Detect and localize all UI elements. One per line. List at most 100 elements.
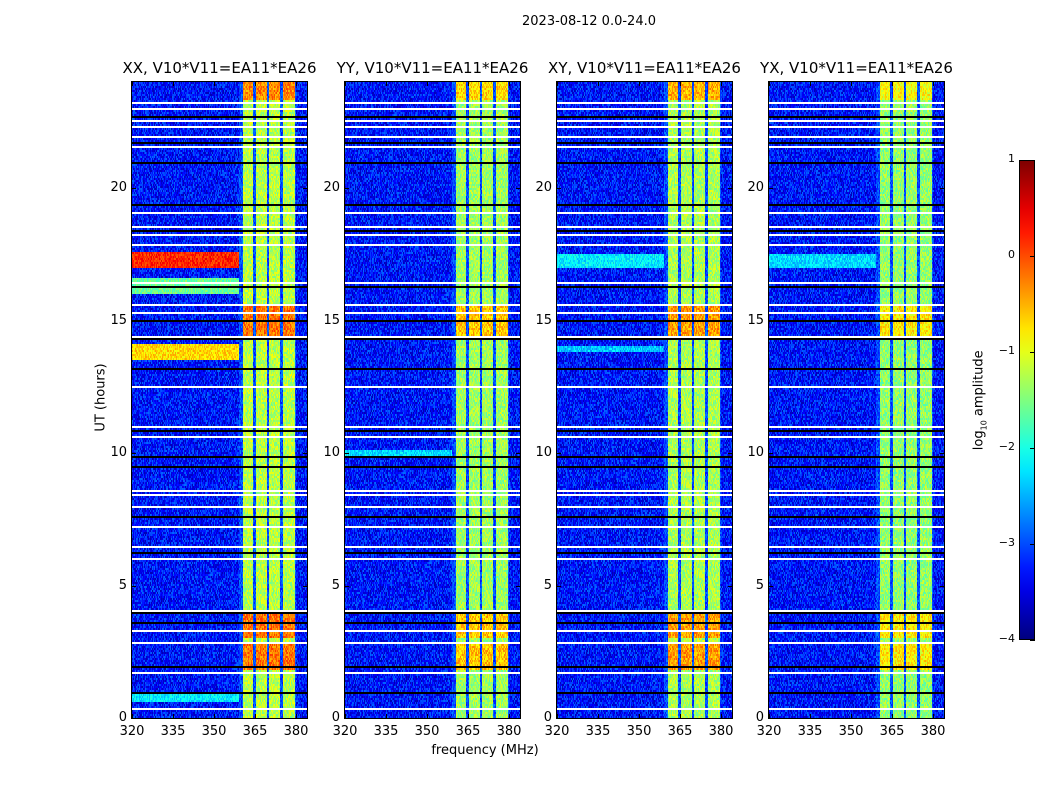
y-tick-mark [940, 718, 945, 719]
colorbar-tick-mark [1030, 448, 1035, 449]
colorbar-tick-mark [1030, 256, 1035, 257]
y-tick-label: 5 [331, 577, 340, 593]
heatmap-image [345, 82, 520, 718]
colorbar-tick-label: 1 [1008, 152, 1015, 165]
y-tick-mark [344, 320, 349, 322]
colorbar-tick-label: −1 [998, 344, 1015, 357]
y-tick-label: 20 [747, 180, 764, 195]
x-tick-mark [132, 81, 133, 86]
y-tick-label: 5 [755, 577, 764, 593]
x-tick-mark [721, 714, 723, 719]
y-tick-label: 0 [118, 710, 127, 725]
x-tick-mark [427, 714, 429, 719]
heatmap-image [769, 82, 944, 718]
y-tick-label: 15 [747, 312, 764, 328]
x-tick-mark [386, 81, 388, 86]
y-tick-mark [556, 453, 561, 454]
x-tick-label: 365 [879, 724, 905, 739]
x-tick-mark [598, 81, 600, 86]
x-tick-mark [933, 81, 935, 86]
colorbar-tick-mark [1030, 160, 1035, 161]
x-tick-mark [345, 81, 346, 86]
y-tick-mark [728, 718, 733, 719]
y-tick-label: 20 [323, 180, 340, 195]
y-tick-mark [516, 453, 521, 454]
x-tick-mark [851, 714, 853, 719]
y-tick-label: 10 [535, 445, 552, 460]
x-tick-mark [933, 714, 935, 719]
colorbar-tick-mark [1030, 352, 1035, 353]
colorbar-label-sub: 10 [979, 420, 989, 431]
y-tick-mark [516, 188, 521, 189]
x-tick-label: 350 [626, 724, 652, 739]
y-tick-label: 20 [535, 180, 552, 195]
y-tick-mark [728, 585, 733, 587]
y-tick-label: 0 [543, 710, 552, 725]
y-tick-mark [303, 188, 308, 189]
y-tick-label: 15 [535, 312, 552, 328]
x-tick-mark [680, 714, 682, 719]
y-tick-mark [344, 585, 349, 587]
y-tick-label: 5 [543, 577, 552, 593]
x-tick-mark [639, 81, 641, 86]
y-tick-mark [556, 585, 561, 587]
y-tick-mark [131, 718, 136, 719]
panel-title: XX, V10*V11=EA11*EA26 [122, 59, 317, 77]
x-tick-mark [173, 714, 175, 719]
y-tick-mark [556, 320, 561, 322]
x-tick-mark [557, 714, 558, 719]
x-tick-label: 365 [455, 724, 481, 739]
x-tick-label: 320 [756, 724, 782, 739]
x-tick-label: 365 [667, 724, 693, 739]
colorbar-tick-label: −2 [998, 440, 1015, 453]
y-tick-label: 15 [110, 312, 127, 328]
x-tick-mark [892, 81, 894, 86]
y-tick-label: 0 [331, 710, 340, 725]
y-tick-mark [303, 320, 308, 322]
y-tick-mark [556, 718, 561, 719]
x-tick-label: 335 [585, 724, 611, 739]
x-tick-label: 350 [201, 724, 227, 739]
y-tick-mark [768, 718, 773, 719]
x-tick-mark [721, 81, 723, 86]
y-tick-mark [344, 718, 349, 719]
x-tick-mark [296, 81, 298, 86]
colorbar-tick-label: 0 [1008, 248, 1015, 261]
y-tick-mark [516, 585, 521, 587]
y-tick-mark [303, 453, 308, 454]
y-tick-label: 20 [110, 180, 127, 195]
colorbar-label-rest: amplitude [971, 350, 987, 421]
colorbar-tick-mark [1030, 640, 1035, 641]
heatmap-image [132, 82, 307, 718]
x-tick-mark [851, 81, 853, 86]
y-tick-mark [516, 320, 521, 322]
panel-title: YY, V10*V11=EA11*EA26 [336, 59, 529, 77]
x-tick-mark [892, 714, 894, 719]
y-tick-label: 10 [747, 445, 764, 460]
x-tick-label: 335 [373, 724, 399, 739]
y-tick-mark [131, 585, 136, 587]
x-tick-mark [680, 81, 682, 86]
y-tick-mark [303, 585, 308, 587]
x-tick-label: 350 [838, 724, 864, 739]
figure-title: 2023-08-12 0.0-24.0 [522, 14, 656, 29]
y-tick-label: 0 [755, 710, 764, 725]
colorbar-tick-label: −4 [998, 632, 1015, 645]
y-tick-mark [768, 320, 773, 322]
y-tick-mark [940, 585, 945, 587]
x-tick-mark [598, 714, 600, 719]
heatmap-panel-2 [556, 81, 733, 719]
heatmap-panel-1 [344, 81, 521, 719]
y-tick-label: 10 [110, 445, 127, 460]
y-tick-mark [940, 320, 945, 322]
y-tick-mark [768, 453, 773, 454]
x-tick-mark [296, 714, 298, 719]
colorbar-tick-mark [1030, 544, 1035, 545]
heatmap-panel-3 [768, 81, 945, 719]
x-tick-mark [214, 714, 216, 719]
x-tick-mark [345, 714, 346, 719]
x-tick-mark [255, 714, 257, 719]
x-tick-mark [509, 81, 511, 86]
y-tick-mark [344, 188, 349, 189]
y-tick-label: 15 [323, 312, 340, 328]
